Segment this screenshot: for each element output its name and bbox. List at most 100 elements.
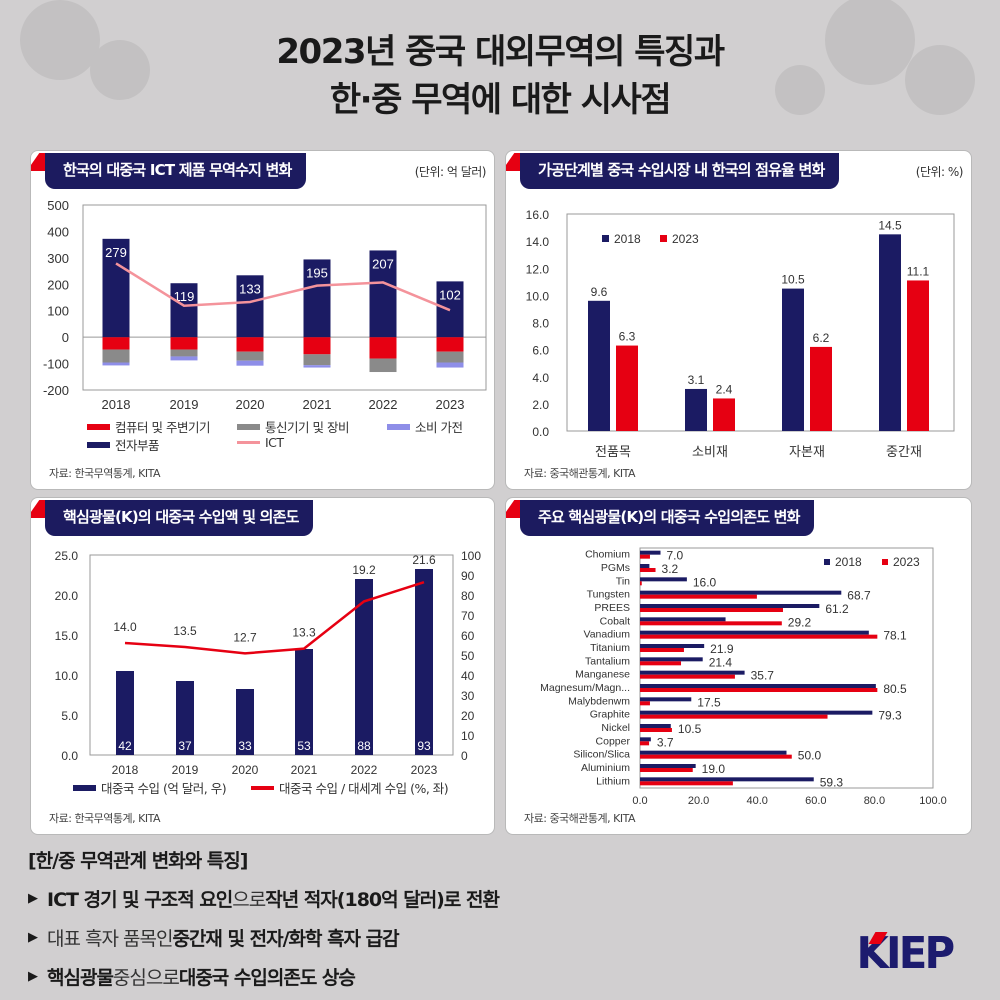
- y-right-tick-label: 70: [461, 609, 475, 623]
- plot-area: [82, 204, 487, 391]
- data-label: 59.3: [820, 775, 844, 789]
- bar-electronic-parts: [303, 259, 331, 338]
- y-right-tick-label: 50: [461, 649, 475, 663]
- line-label: 12.7: [233, 630, 257, 644]
- y-category-label: Graphite: [590, 709, 630, 721]
- ict-trade-balance-chart: 500 400 300 200 100 0 -100 -200 2018 279 2019 119 20…: [43, 198, 487, 412]
- legend-swatch: [237, 441, 260, 444]
- y-category-label: Nickel: [601, 722, 630, 734]
- source-note: 자료: 중국해관통계, KITA: [524, 812, 636, 825]
- bar-컴퓨터 및 주변기기: [303, 337, 331, 355]
- data-label: 17.5: [697, 695, 721, 709]
- legend-item: 대중국 수입 / 대세계 수입 (%, 좌): [251, 778, 449, 797]
- data-label: 195: [306, 265, 328, 280]
- chart-legend: 컴퓨터 및 주변기기 통신기기 및 장비 소비 가전 전자부품 ICT: [87, 417, 487, 457]
- legend-swatch: [602, 235, 609, 242]
- data-label: 10.5: [678, 722, 702, 736]
- bar-컴퓨터 및 주변기기: [369, 337, 397, 359]
- y-category-label: Titanium: [590, 642, 630, 654]
- y-right-tick-label: 60: [461, 629, 475, 643]
- summary-bullet: ▶ 핵심광물 중심으로 대중국 수입의존도 상승: [28, 963, 499, 990]
- x-tick-label: 0.0: [632, 795, 647, 807]
- summary-heading: [한/중 무역관계 변화와 특징]: [28, 850, 248, 872]
- y-left-tick-label: 15.0: [55, 629, 79, 643]
- mineral-dependency-chart: 0.0 20.0 40.0 60.0 80.0 100.0 Chomium 7.0 PGMs 3.…: [540, 547, 947, 807]
- bar-통신기기 및 장비: [236, 351, 264, 361]
- bar-컴퓨터 및 주변기기: [436, 337, 464, 352]
- plot-area: [639, 547, 934, 789]
- bar-2023: [640, 608, 783, 612]
- data-label: 3.2: [662, 562, 679, 576]
- source-note: 자료: 한국무역통계, KITA: [49, 812, 161, 825]
- y-left-tick-label: 20.0: [55, 589, 79, 603]
- chart-legend: 대중국 수입 (억 달러, 우) 대중국 수입 / 대세계 수입 (%, 좌): [73, 778, 493, 798]
- critical-minerals-import-chart: 25.020.015.010.05.00.0100908070605040302…: [55, 549, 482, 777]
- bar-2018: [588, 300, 610, 431]
- bar-2023: [640, 648, 684, 652]
- legend-label: 소비 가전: [415, 420, 463, 435]
- bar-2023: [907, 280, 929, 431]
- bar-2018: [640, 564, 650, 568]
- legend-label: 대중국 수입 / 대세계 수입 (%, 좌): [279, 781, 449, 796]
- world-map-background: [20, 0, 975, 115]
- bar-2018: [640, 764, 696, 768]
- bar-2023: [640, 554, 650, 559]
- bar-소비 가전: [236, 360, 264, 366]
- bar-label: 53: [297, 739, 311, 753]
- data-label: 3.1: [688, 373, 705, 387]
- data-label: 29.2: [788, 615, 812, 629]
- bar-컴퓨터 및 주변기기: [236, 337, 264, 352]
- y-tick-label: 16.0: [526, 208, 550, 222]
- x-tick-label: 2023: [411, 763, 438, 777]
- data-label: 7.0: [667, 549, 684, 563]
- panel-korea-market-share: 16.0 14.0 12.0 10.0 8.0 6.0 4.0 2.0 0.0 전품목 9.6 6.3…: [505, 150, 972, 490]
- x-tick-label: 2023: [436, 397, 465, 412]
- legend-swatch: [251, 785, 274, 790]
- bar-2018: [640, 710, 873, 715]
- y-tick-label: -100: [43, 357, 69, 372]
- bar-소비 가전: [170, 356, 198, 361]
- y-tick-label: 2.0: [532, 398, 549, 412]
- bar-2018: [640, 684, 876, 688]
- y-tick-label: 500: [47, 198, 69, 213]
- data-label: 10.5: [781, 273, 805, 287]
- bar-electronic-parts: [236, 275, 264, 338]
- plot-area: [89, 554, 454, 756]
- y-category-label: Manganese: [575, 669, 630, 681]
- y-category-label: Magnesum/Magn...: [540, 682, 630, 694]
- bar-2018: [640, 630, 869, 635]
- bar-2023: [616, 345, 638, 431]
- bar-electronic-parts: [102, 238, 130, 338]
- y-category-label: PREES: [594, 602, 630, 614]
- legend-swatch: [73, 784, 96, 791]
- bar-2018: [685, 388, 707, 431]
- bar-import-value: [355, 579, 373, 755]
- line-label: 19.2: [352, 563, 376, 577]
- bar-2018: [640, 577, 687, 582]
- legend-item: 통신기기 및 장비: [237, 417, 349, 436]
- y-left-tick-label: 10.0: [55, 669, 79, 683]
- y-category-label: Cobalt: [600, 615, 630, 627]
- bar-2023: [640, 688, 878, 692]
- data-label: 9.6: [591, 285, 608, 299]
- y-tick-label: 4.0: [532, 371, 549, 385]
- x-tick-label: 40.0: [746, 795, 767, 807]
- x-tick-label: 60.0: [805, 795, 826, 807]
- summary-bullet: ▶ ICT 경기 및 구조적 요인 으로 작년 적자(180억 달러)로 전환: [28, 885, 500, 912]
- y-tick-label: 300: [47, 251, 69, 266]
- panel-critical-minerals-imports: 25.0 20.0 15.0 10.0 5.0 0.0 100 90 80 70 60 50 40 30 2…: [30, 497, 495, 835]
- bullet-text: 대표 흑자 품목인: [47, 928, 173, 950]
- legend-label: ICT: [265, 435, 284, 450]
- bullet-text: 핵심광물: [47, 967, 114, 989]
- y-left-tick-label: 0.0: [61, 749, 78, 763]
- data-label: 50.0: [798, 749, 822, 763]
- y-tick-label: 0: [62, 330, 69, 345]
- page-title: 2023년 중국 대외무역의 특징과 한·중 무역에 대한 시사점: [0, 28, 1000, 124]
- data-label: 279: [105, 245, 127, 260]
- unit-label: (단위: %): [915, 165, 964, 179]
- data-label: 2.4: [716, 382, 733, 396]
- data-label: 133: [239, 281, 261, 296]
- bar-2023: [640, 728, 672, 732]
- y-tick-label: 400: [47, 224, 69, 239]
- ict-line: [115, 262, 451, 312]
